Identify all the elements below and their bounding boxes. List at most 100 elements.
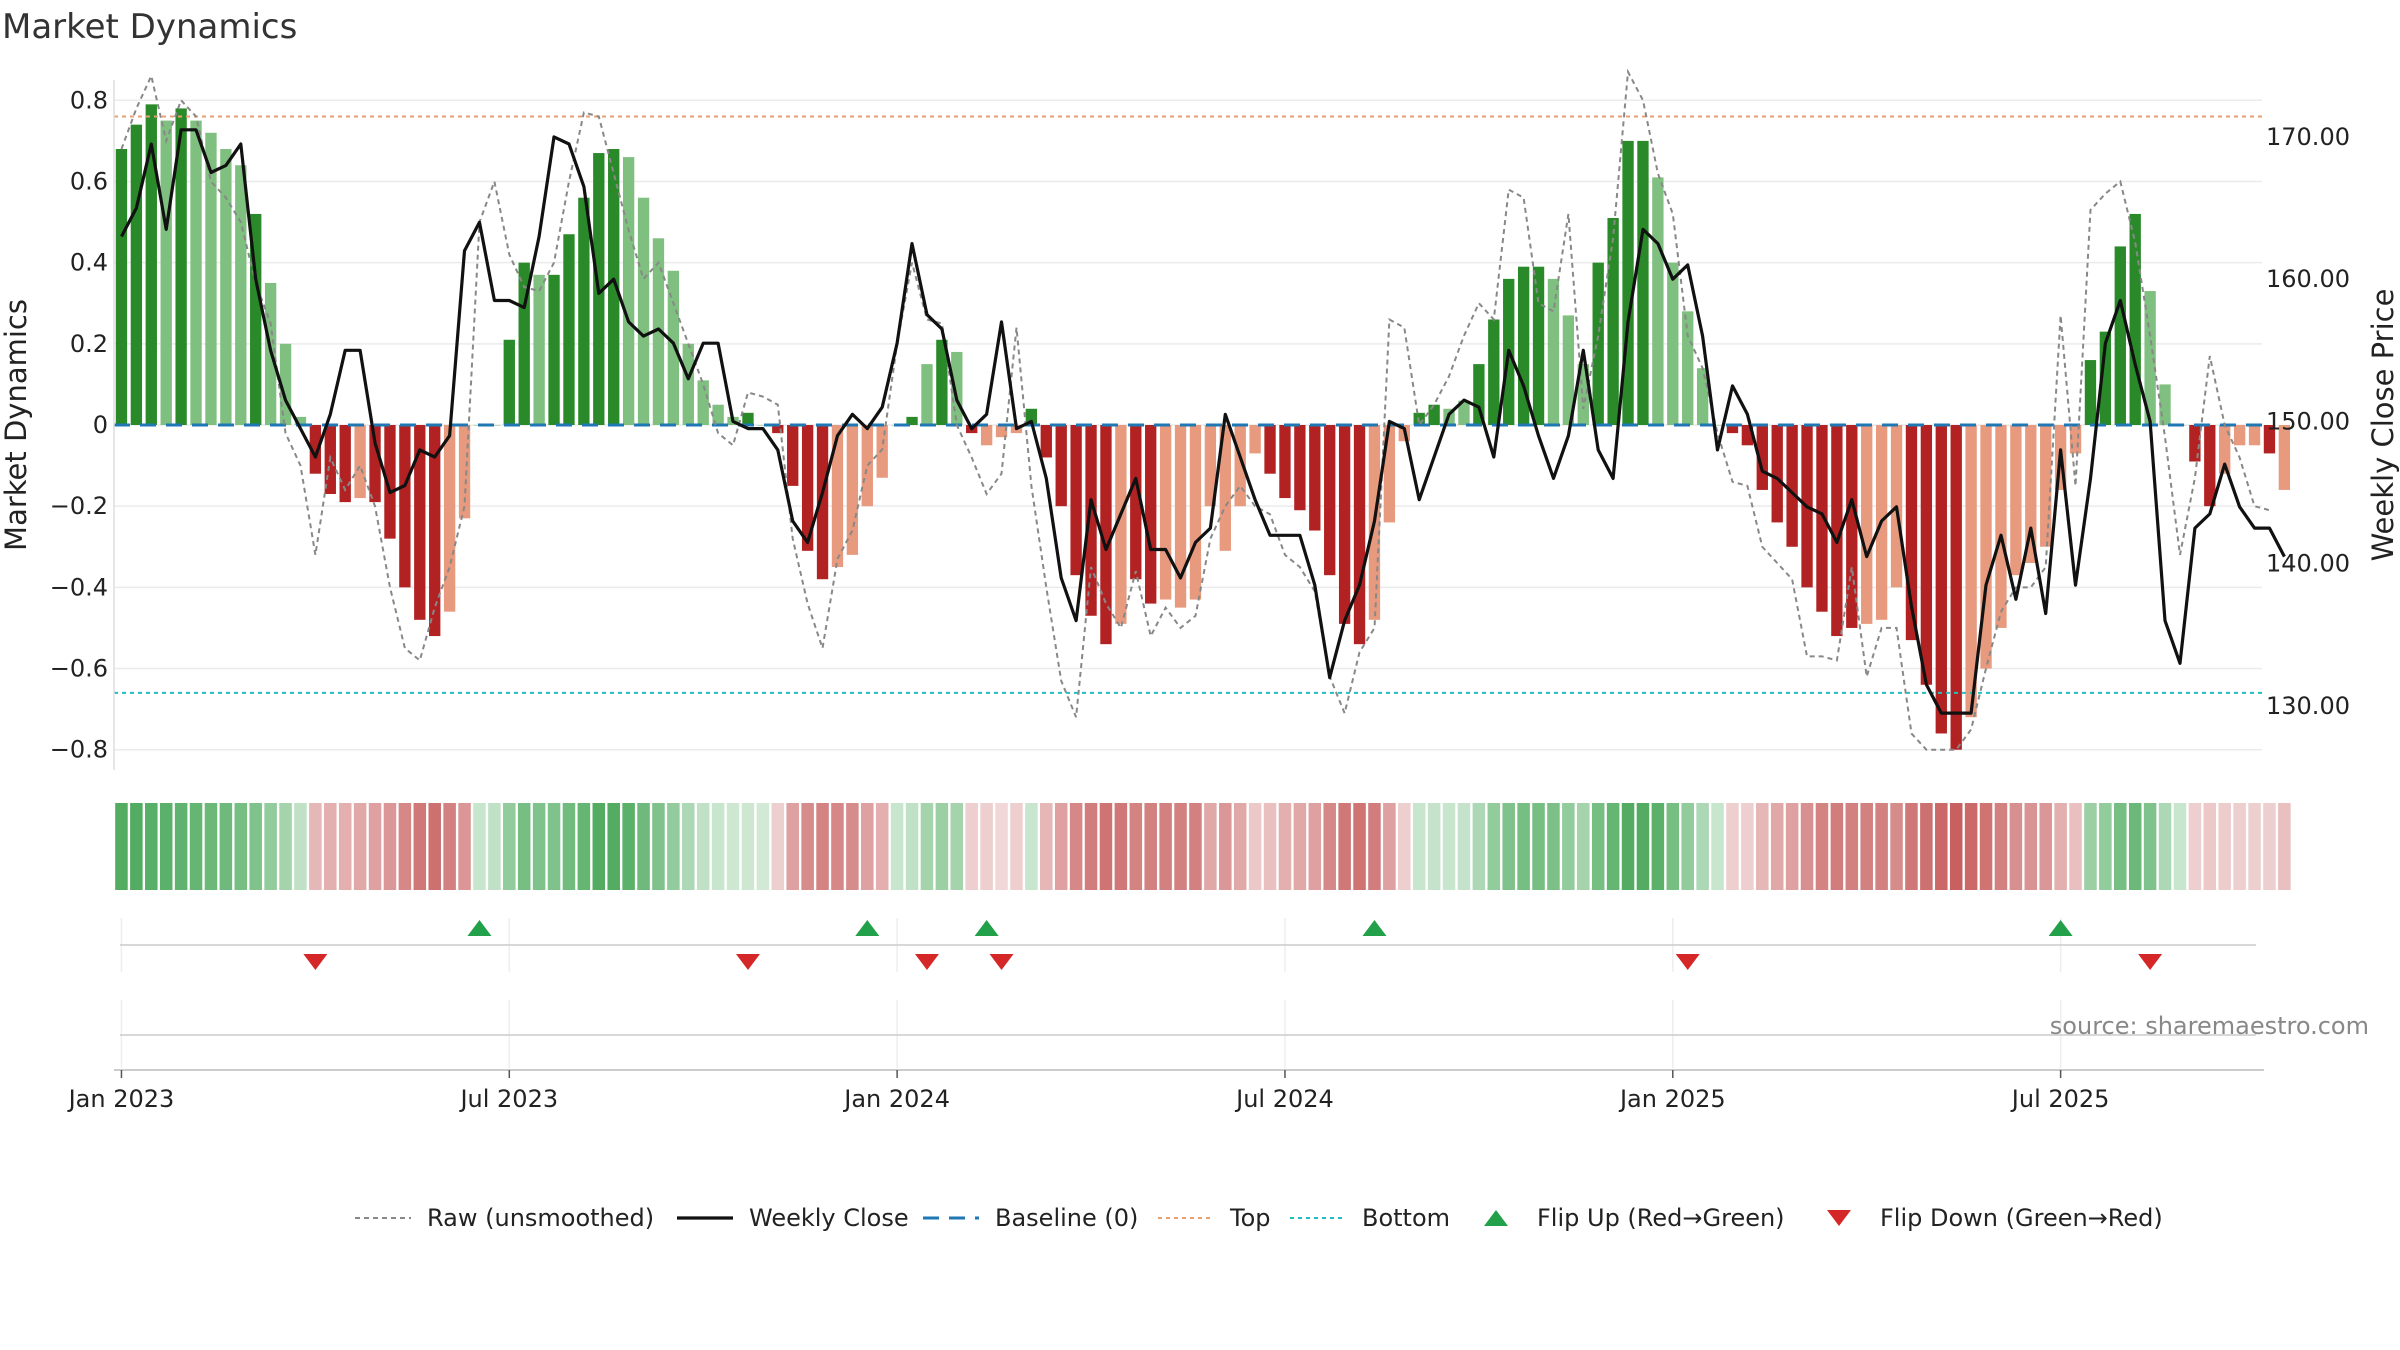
band-cell <box>532 803 546 890</box>
band-cell <box>1800 803 1814 890</box>
band-cell <box>1293 803 1307 890</box>
y-tick-label-left: −0.6 <box>50 655 108 683</box>
band-cell <box>2099 803 2112 890</box>
band-cell <box>1219 803 1232 890</box>
band-cell <box>428 803 441 890</box>
band-cell <box>2009 803 2023 890</box>
flip-markers-panel <box>120 918 2256 972</box>
band-cell <box>2218 803 2231 890</box>
band-cell <box>219 803 233 890</box>
band-cell <box>1681 803 1694 890</box>
legend-item: Weekly Close <box>677 1204 909 1232</box>
bar <box>1637 140 1649 425</box>
bar <box>1264 425 1276 474</box>
bar <box>995 425 1008 438</box>
band-cell <box>1248 803 1262 890</box>
y-tick-label-right: 170.00 <box>2266 123 2350 151</box>
band-cell <box>1010 803 1023 890</box>
y-axis-label-left: Market Dynamics <box>0 299 33 551</box>
bar <box>2069 425 2082 454</box>
band-cell <box>130 803 143 890</box>
bar <box>1711 425 1724 426</box>
y-tick-label-left: 0 <box>93 411 108 439</box>
band-cell <box>1189 803 1202 890</box>
flip-down-marker <box>735 954 760 970</box>
bar <box>503 339 515 425</box>
band-cell <box>488 803 501 890</box>
flip-down-marker <box>303 954 328 970</box>
bar <box>742 412 754 425</box>
band-cell <box>309 803 322 890</box>
series-lines <box>120 68 2286 751</box>
flip-down-marker <box>1675 954 1700 970</box>
bar <box>2204 425 2216 507</box>
band-cell <box>1875 803 1888 890</box>
bar <box>2010 425 2022 576</box>
bar <box>414 425 426 620</box>
band-cell <box>368 803 382 890</box>
band-cell <box>711 803 725 890</box>
bar <box>563 234 575 425</box>
band-cell <box>652 803 665 890</box>
band-cell <box>1591 803 1605 890</box>
bar <box>2099 331 2112 425</box>
band-cell <box>1412 803 1426 890</box>
bar <box>488 425 501 426</box>
flip-down-marker <box>2138 954 2163 970</box>
band-cell <box>1129 803 1143 890</box>
bar <box>429 425 441 637</box>
bar <box>145 104 157 426</box>
band-cell <box>2069 803 2082 890</box>
band-cell <box>980 803 993 890</box>
flip-up-marker <box>1362 920 1387 936</box>
bar <box>2159 384 2171 425</box>
bar <box>354 425 366 499</box>
bar <box>1562 315 1575 425</box>
band-cell <box>905 803 919 890</box>
legend-label: Baseline (0) <box>995 1204 1138 1232</box>
band-cell <box>831 803 844 890</box>
bar <box>1204 425 1217 507</box>
band-cell <box>696 803 710 890</box>
band-cell <box>547 803 561 890</box>
bar <box>339 425 351 503</box>
bar <box>1741 425 1754 446</box>
band-cell <box>1577 803 1590 890</box>
bar <box>1547 278 1560 425</box>
bar <box>1592 262 1604 425</box>
band-cell <box>2039 803 2052 890</box>
band-cell <box>1979 803 1993 890</box>
band-cell <box>189 803 203 890</box>
band-cell <box>682 803 695 890</box>
y-tick-label-left: −0.2 <box>50 492 108 520</box>
bar <box>652 238 665 425</box>
band-cell <box>637 803 650 890</box>
band-cell <box>592 803 606 890</box>
bar <box>622 157 635 425</box>
raw-series-line <box>120 68 2270 751</box>
band-cell <box>1711 803 1724 890</box>
x-tick-label: Jul 2023 <box>458 1085 558 1113</box>
band-cell <box>1905 803 1918 890</box>
bar <box>876 425 888 478</box>
bar <box>1070 425 1082 576</box>
bar <box>787 425 799 486</box>
bar <box>1085 425 1097 616</box>
bar <box>1324 425 1336 576</box>
bar <box>1338 425 1351 624</box>
band-cell <box>1606 803 1620 890</box>
bar <box>2219 425 2231 474</box>
source-label: source: sharemaestro.com <box>2050 1012 2369 1040</box>
bar <box>2114 246 2126 425</box>
bar <box>1189 425 1202 600</box>
bar <box>279 343 292 425</box>
band-cell <box>2188 803 2202 890</box>
bar <box>2129 213 2141 425</box>
y-tick-label-left: 0.2 <box>70 330 108 358</box>
bar <box>1532 266 1545 425</box>
bar <box>1055 425 1067 507</box>
band-cell <box>1532 803 1545 890</box>
band-cell <box>2263 803 2276 890</box>
band-cell <box>1383 803 1396 890</box>
